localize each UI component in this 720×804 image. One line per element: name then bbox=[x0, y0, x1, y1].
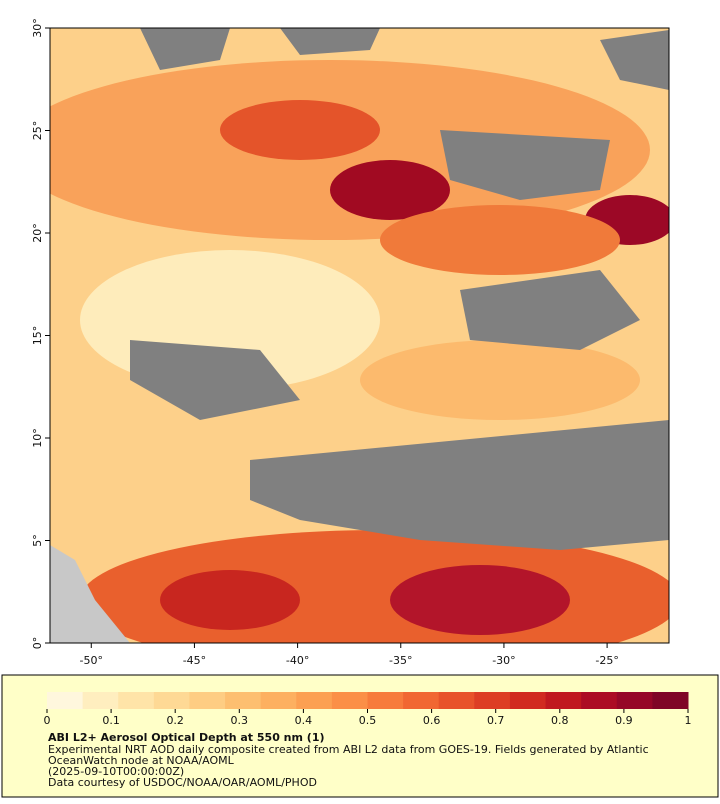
colorbar-swatch bbox=[509, 692, 547, 709]
colorbar-tick-label: 0.4 bbox=[295, 714, 313, 727]
colorbar-swatch bbox=[82, 692, 119, 709]
colorbar-swatch bbox=[260, 692, 297, 709]
x-tick-label: -35° bbox=[389, 654, 412, 667]
colorbar-swatch bbox=[367, 692, 404, 709]
y-tick-label: 20° bbox=[31, 223, 44, 243]
colorbar-tick-label: 1 bbox=[685, 714, 692, 727]
colorbar-tick-label: 0.7 bbox=[487, 714, 505, 727]
colorbar-tick-label: 0.3 bbox=[231, 714, 249, 727]
colorbar-swatch bbox=[331, 692, 368, 709]
y-tick-label: 15° bbox=[31, 326, 44, 346]
colorbar-tick-label: 0.5 bbox=[359, 714, 377, 727]
colorbar-swatch bbox=[189, 692, 226, 709]
x-tick-label: -40° bbox=[286, 654, 309, 667]
colorbar-swatch bbox=[652, 692, 689, 709]
x-tick-label: -50° bbox=[80, 654, 103, 667]
colorbar-tick-label: 0.8 bbox=[551, 714, 569, 727]
colorbar-swatch bbox=[616, 692, 653, 709]
colorbar-swatch bbox=[225, 692, 262, 709]
caption-line: OceanWatch node at NOAA/AOML bbox=[48, 754, 235, 767]
colorbar-swatch bbox=[474, 692, 511, 709]
y-tick-label: 25° bbox=[31, 121, 44, 141]
colorbar-swatch bbox=[47, 692, 84, 709]
caption-title: ABI L2+ Aerosol Optical Depth at 550 nm … bbox=[48, 731, 325, 744]
colorbar-swatch bbox=[296, 692, 333, 709]
colorbar-tick-label: 0.1 bbox=[102, 714, 120, 727]
colorbar-swatch bbox=[581, 692, 618, 709]
colorbar-swatch bbox=[545, 692, 582, 709]
colorbar-swatch bbox=[438, 692, 475, 709]
aerosol-imagery bbox=[50, 28, 669, 643]
x-tick-label: -25° bbox=[595, 654, 618, 667]
y-tick-label: 30° bbox=[31, 18, 44, 38]
colorbar-tick-label: 0.6 bbox=[423, 714, 441, 727]
caption-line: (2025-09-10T00:00:00Z) bbox=[48, 765, 184, 778]
colorbar-tick-label: 0.2 bbox=[166, 714, 184, 727]
colorbar-swatch bbox=[153, 692, 190, 709]
x-tick-label: -30° bbox=[492, 654, 515, 667]
colorbar-swatch bbox=[118, 692, 155, 709]
y-tick-label: 0° bbox=[31, 637, 44, 650]
colorbar-tick-label: 0 bbox=[44, 714, 51, 727]
colorbar-tick-label: 0.9 bbox=[615, 714, 633, 727]
caption-line: Experimental NRT AOD daily composite cre… bbox=[48, 743, 649, 756]
y-tick-label: 5° bbox=[31, 534, 44, 547]
caption-line: Data courtesy of USDOC/NOAA/OAR/AOML/PHO… bbox=[48, 776, 317, 789]
y-tick-label: 10° bbox=[31, 428, 44, 448]
x-tick-label: -45° bbox=[183, 654, 206, 667]
colorbar-swatch bbox=[403, 692, 440, 709]
